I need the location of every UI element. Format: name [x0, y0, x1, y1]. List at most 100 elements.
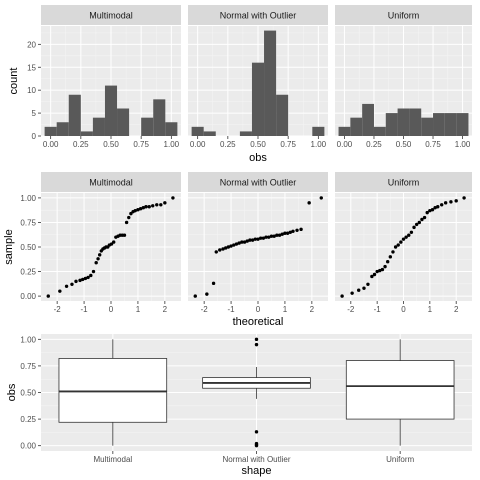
qq-point [440, 203, 444, 207]
qq-point [127, 215, 131, 220]
outlier-point [254, 430, 259, 434]
qq-point [221, 247, 225, 251]
qq-point [163, 201, 167, 205]
y-tick-label: 0.25 [20, 268, 36, 277]
facet-strip-label: Uniform [388, 178, 420, 188]
histogram-bar [350, 117, 363, 136]
y-tick-label: 0.25 [20, 415, 36, 424]
y-tick-label: 10 [27, 86, 36, 95]
qq-point [319, 196, 323, 200]
y-tick-label: 5 [32, 109, 37, 118]
qq-point [407, 233, 411, 237]
qq-point [258, 236, 263, 240]
outlier-point [254, 342, 259, 347]
y-axis-title: obs [6, 383, 18, 401]
qq-point [420, 217, 424, 222]
qq-point [396, 243, 400, 247]
box [58, 358, 168, 423]
qq-point [89, 273, 93, 278]
x-tick-label: 2 [163, 305, 168, 314]
qq-point [248, 238, 252, 242]
x-axis-title: obs [249, 152, 267, 164]
qq-point [362, 286, 366, 290]
qq-point [159, 203, 163, 207]
histogram-bar [444, 113, 457, 136]
histogram-bar [239, 131, 252, 136]
y-tick-label: 0.00 [20, 292, 36, 301]
qq-point [366, 282, 370, 287]
qq-point [229, 244, 233, 248]
qq-point [425, 210, 429, 215]
x-tick-label: 0.50 [250, 140, 266, 149]
qq-point [155, 203, 159, 207]
qq-point [291, 229, 295, 233]
qq-point [383, 264, 387, 269]
qq-point [267, 235, 271, 239]
qq-point [111, 240, 116, 244]
qq-point [422, 215, 427, 220]
qq-point [97, 253, 102, 257]
qq-point [223, 246, 228, 250]
qq-point [147, 205, 151, 209]
qq-point [81, 277, 85, 282]
y-tick-label: 0.50 [20, 389, 36, 398]
qq-point [91, 269, 96, 274]
qq-point [404, 235, 408, 239]
facet-strip [335, 5, 472, 25]
qq-point [141, 206, 146, 210]
y-tick-label: 1.00 [20, 335, 36, 344]
qq-point [96, 257, 100, 261]
facet-strip-label: Multimodal [89, 11, 133, 21]
qq-point [433, 206, 437, 210]
y-tick-label: 0.75 [20, 362, 36, 371]
x-tick-label: 0.00 [190, 140, 206, 149]
qq-point [288, 230, 293, 234]
qq-point [264, 235, 268, 239]
qq-point [388, 255, 393, 259]
qq-point [414, 222, 419, 227]
qq-point [340, 294, 344, 298]
qq-point [261, 236, 266, 240]
histogram-bar [276, 94, 289, 136]
y-tick-label: 0 [32, 132, 37, 141]
x-tick-label: 2 [454, 305, 459, 314]
facet-strip [188, 172, 328, 192]
qq-point [171, 196, 175, 200]
qq-point [205, 292, 209, 296]
x-tick-label: -2 [347, 305, 355, 314]
qq-point [232, 243, 236, 247]
qq-point [240, 240, 244, 244]
x-tick-label: 1 [136, 305, 141, 314]
histogram-bar [92, 117, 105, 136]
qq-point [285, 231, 290, 235]
qq-point [350, 291, 354, 295]
histogram-bar [191, 126, 204, 136]
box [345, 360, 455, 420]
histogram-bar [409, 108, 422, 136]
qq-point [250, 238, 255, 242]
histogram-bar [338, 126, 351, 136]
qq-point [436, 205, 440, 209]
histogram-bar [117, 108, 130, 136]
histogram-bar [456, 113, 469, 136]
histogram-bar [385, 113, 398, 136]
x-tick-label: 1.00 [311, 140, 327, 149]
qq-point [430, 207, 435, 212]
qq-point [428, 208, 432, 213]
x-tick-label: 0.50 [103, 140, 119, 149]
qq-point [253, 237, 258, 241]
histogram-bar [141, 117, 154, 136]
x-tick-label: 0.25 [73, 140, 89, 149]
qq-point [385, 260, 390, 264]
histogram-bar [433, 113, 445, 136]
histogram-bar [264, 30, 277, 136]
x-tick-label: 0.75 [425, 140, 441, 149]
qq-point [78, 278, 82, 283]
x-tick-label: Multimodal [93, 455, 132, 464]
qq-point [269, 234, 274, 238]
x-tick-label: 0 [256, 305, 261, 314]
facet-strip [41, 172, 181, 192]
qq-point [443, 201, 448, 205]
y-tick-label: 0.75 [20, 218, 36, 227]
